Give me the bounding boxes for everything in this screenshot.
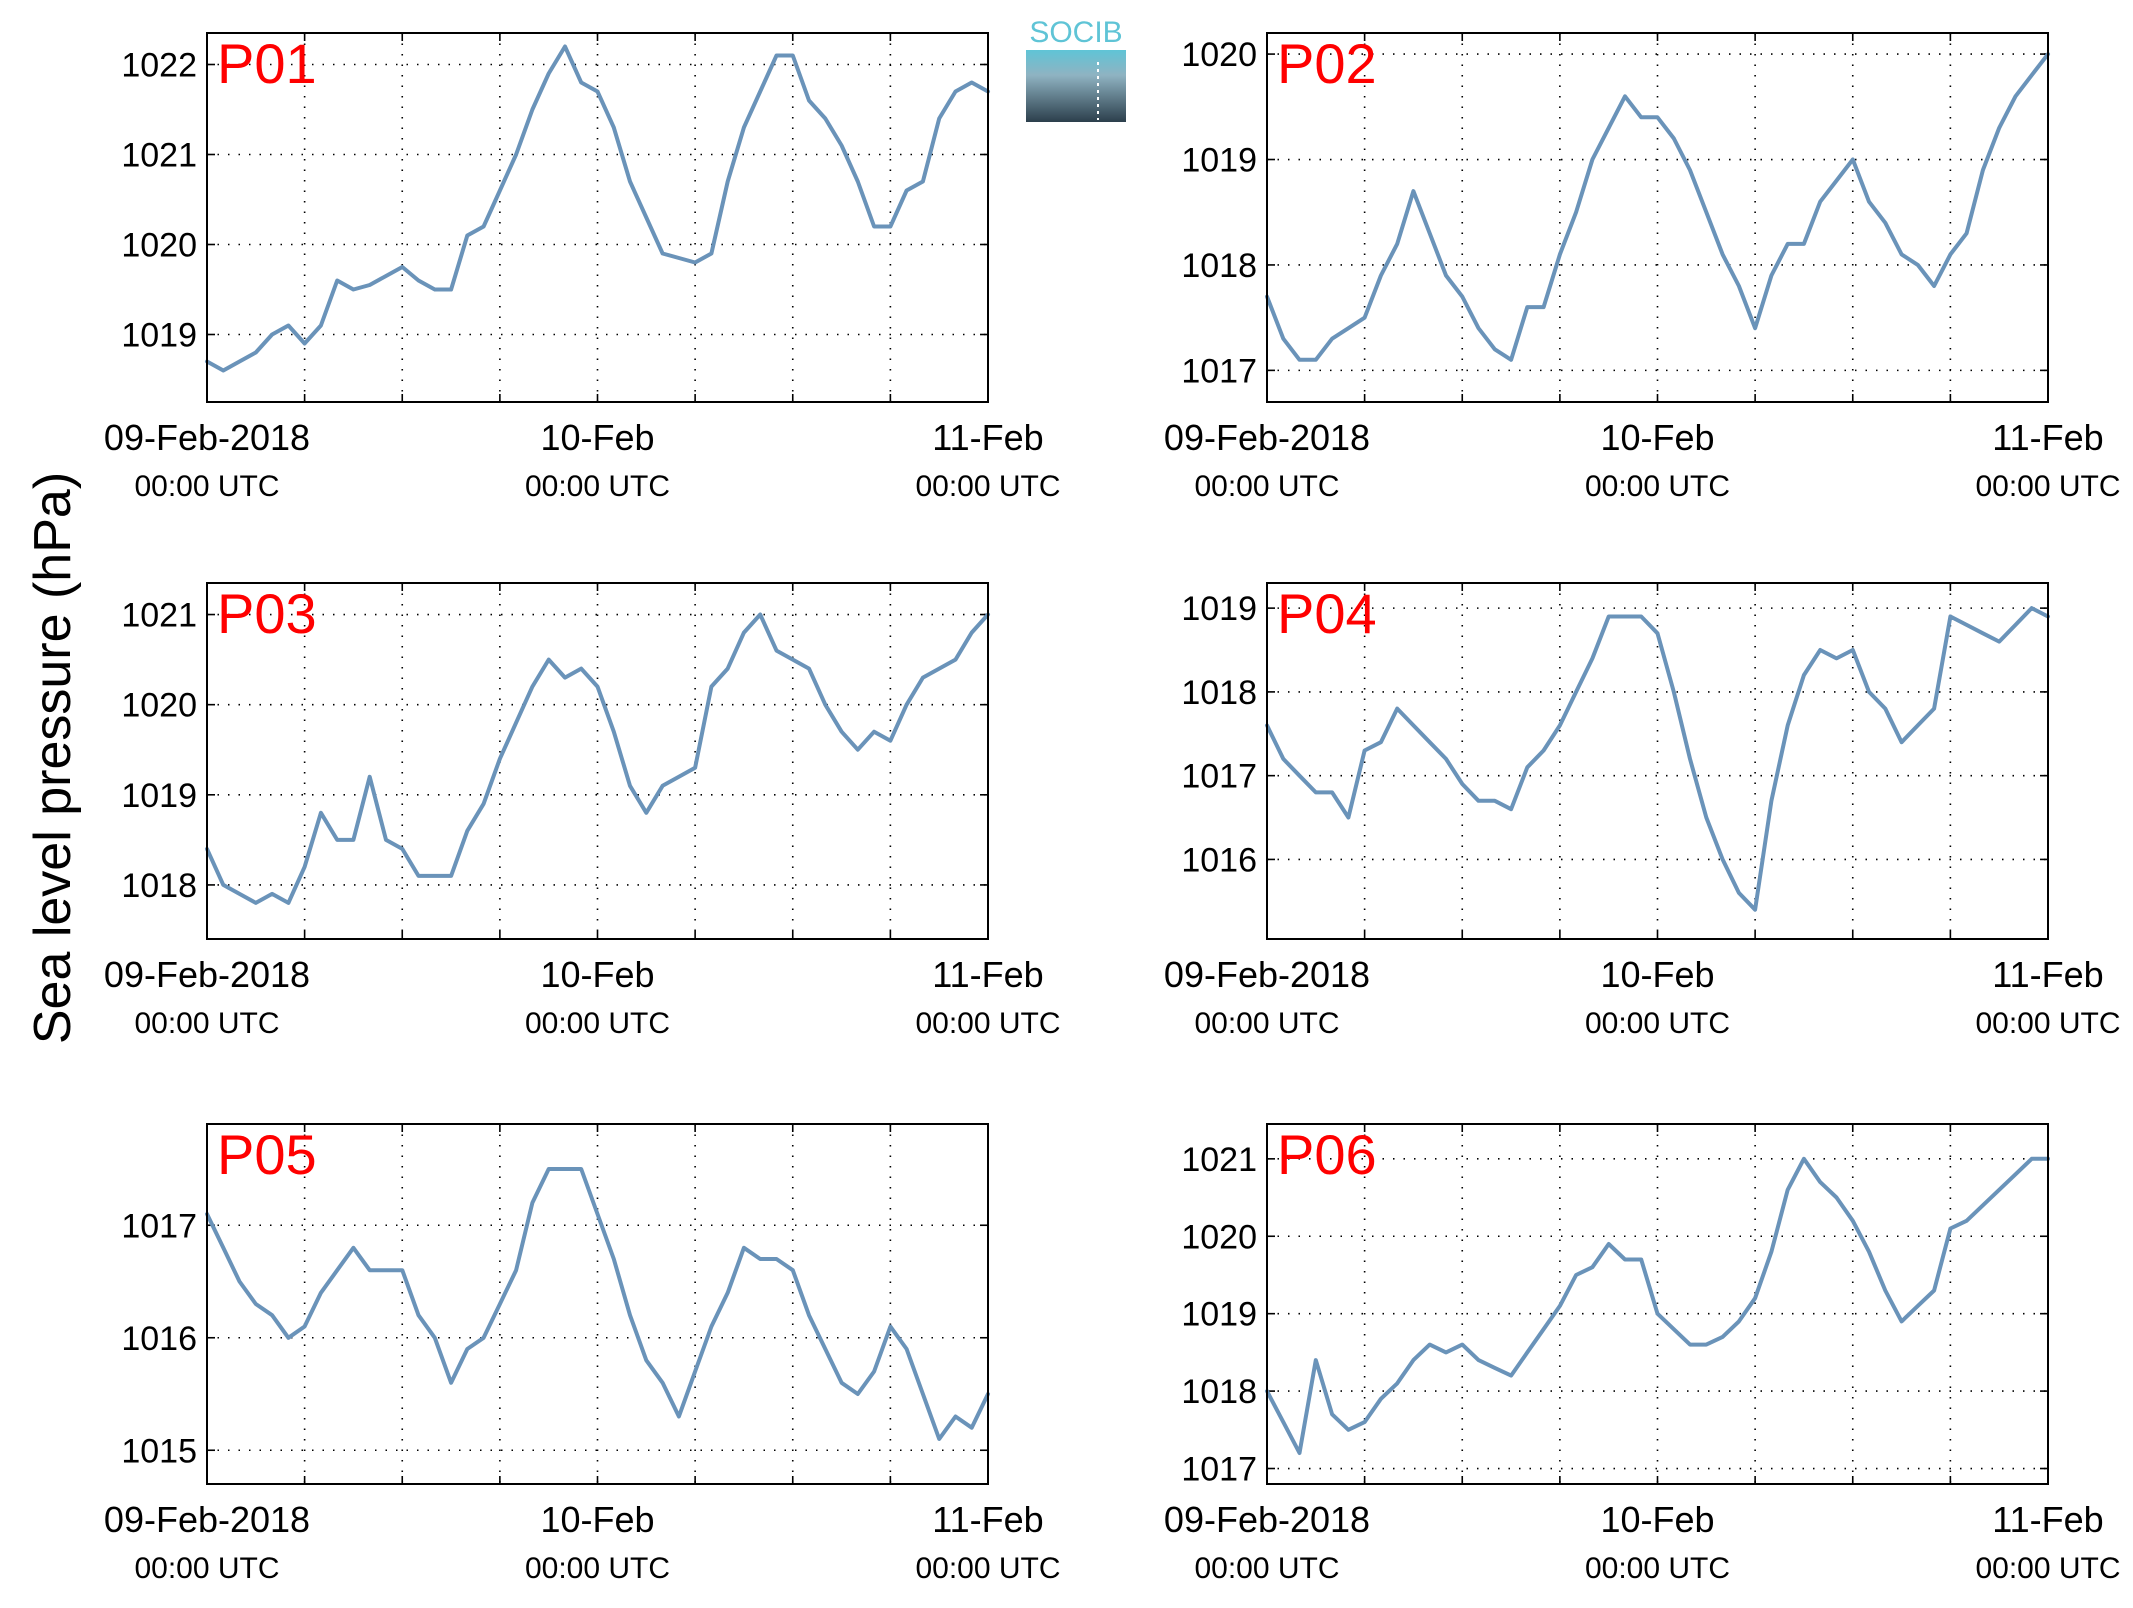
y-axis-label: Sea level pressure (hPa) bbox=[24, 472, 82, 1044]
y-tick-label: 1019 bbox=[121, 317, 197, 355]
x-tick-time-label: 00:00 UTC bbox=[134, 1007, 279, 1040]
x-tick-date-label: 10-Feb bbox=[1600, 1499, 1714, 1540]
x-tick-time-label: 00:00 UTC bbox=[915, 1552, 1060, 1585]
x-tick-time-label: 00:00 UTC bbox=[134, 1552, 279, 1585]
x-tick-time-label: 00:00 UTC bbox=[1975, 1552, 2120, 1585]
y-tick-label: 1018 bbox=[1181, 1373, 1257, 1411]
x-tick-time-label: 00:00 UTC bbox=[525, 1007, 670, 1040]
x-tick-date-label: 11-Feb bbox=[932, 417, 1043, 458]
x-tick-time-label: 00:00 UTC bbox=[525, 1552, 670, 1585]
x-tick-date-label: 11-Feb bbox=[932, 1499, 1043, 1540]
y-tick-label: 1020 bbox=[121, 687, 197, 725]
y-tick-label: 1019 bbox=[1181, 1296, 1257, 1334]
panel-title: P03 bbox=[217, 582, 317, 645]
axes-frame bbox=[206, 582, 989, 940]
socib-logo-text: SOCIB bbox=[1029, 16, 1122, 49]
plot-area bbox=[1267, 583, 2048, 939]
y-tick-label: 1016 bbox=[1181, 841, 1257, 879]
y-tick-label: 1021 bbox=[121, 597, 197, 635]
y-tick-label: 1022 bbox=[121, 47, 197, 85]
series-line bbox=[205, 44, 990, 373]
x-tick-date-label: 09-Feb-2018 bbox=[104, 954, 310, 995]
x-tick-date-label: 09-Feb-2018 bbox=[1164, 954, 1370, 995]
y-tick-label: 1019 bbox=[1181, 590, 1257, 628]
panels: 1019 1020 1021 1022 09-Feb-2018 00:00 UTC 10-F… bbox=[104, 32, 2121, 1585]
series-line bbox=[205, 612, 990, 905]
plot-area bbox=[1267, 33, 2048, 402]
series-line bbox=[1265, 606, 2050, 912]
y-tick-label: 1016 bbox=[121, 1320, 197, 1358]
y-tick-label: 1019 bbox=[1181, 142, 1257, 180]
x-tick-time-label: 00:00 UTC bbox=[1585, 1007, 1730, 1040]
x-tick-time-label: 00:00 UTC bbox=[1975, 1007, 2120, 1040]
axes-frame bbox=[206, 1123, 989, 1485]
x-tick-date-label: 11-Feb bbox=[1992, 1499, 2103, 1540]
x-tick-time-label: 00:00 UTC bbox=[915, 470, 1060, 503]
x-tick-time-label: 00:00 UTC bbox=[1194, 1552, 1339, 1585]
series-line bbox=[1265, 52, 2050, 362]
panel-p01: 1019 1020 1021 1022 09-Feb-2018 00:00 UTC 10-F… bbox=[104, 32, 1061, 503]
x-tick-date-label: 09-Feb-2018 bbox=[104, 1499, 310, 1540]
x-tick-date-label: 09-Feb-2018 bbox=[104, 417, 310, 458]
y-tick-label: 1017 bbox=[1181, 1451, 1257, 1489]
x-tick-time-label: 00:00 UTC bbox=[1194, 470, 1339, 503]
x-tick-date-label: 09-Feb-2018 bbox=[1164, 1499, 1370, 1540]
socib-logo-mark bbox=[1026, 50, 1126, 122]
panel-p05: 1015 1016 1017 09-Feb-2018 00:00 UTC 10-Feb 00… bbox=[104, 1123, 1061, 1585]
socib-logo: SOCIB bbox=[1026, 16, 1126, 122]
panel-title: P02 bbox=[1277, 32, 1377, 95]
plot-area bbox=[207, 583, 988, 939]
axes-frame bbox=[206, 32, 989, 403]
panel-title: P05 bbox=[217, 1123, 317, 1186]
x-tick-date-label: 10-Feb bbox=[1600, 417, 1714, 458]
y-tick-label: 1020 bbox=[121, 227, 197, 265]
panel-p02: 1017 1018 1019 1020 09-Feb-2018 00:00 UTC 10-F… bbox=[1164, 32, 2121, 503]
x-tick-date-label: 11-Feb bbox=[1992, 417, 2103, 458]
x-tick-date-label: 11-Feb bbox=[932, 954, 1043, 995]
y-tick-label: 1018 bbox=[1181, 674, 1257, 712]
y-tick-label: 1015 bbox=[121, 1432, 197, 1470]
x-tick-time-label: 00:00 UTC bbox=[1975, 470, 2120, 503]
x-tick-date-label: 11-Feb bbox=[1992, 954, 2103, 995]
panel-p03: 1018 1019 1020 1021 09-Feb-2018 00:00 UTC 10-F… bbox=[104, 582, 1061, 1040]
x-tick-time-label: 00:00 UTC bbox=[915, 1007, 1060, 1040]
y-tick-label: 1017 bbox=[121, 1207, 197, 1245]
axes-frame bbox=[1266, 32, 2049, 403]
y-tick-label: 1021 bbox=[121, 137, 197, 175]
y-tick-label: 1017 bbox=[1181, 758, 1257, 796]
panel-p06: 1017 1018 1019 1020 1021 09-Feb-2018 00:00 UTC… bbox=[1164, 1123, 2121, 1585]
x-tick-time-label: 00:00 UTC bbox=[1585, 1552, 1730, 1585]
y-tick-label: 1021 bbox=[1181, 1141, 1257, 1179]
x-tick-date-label: 10-Feb bbox=[540, 1499, 654, 1540]
panel-title: P04 bbox=[1277, 582, 1377, 645]
x-tick-date-label: 10-Feb bbox=[540, 954, 654, 995]
y-tick-label: 1018 bbox=[1181, 247, 1257, 285]
y-tick-label: 1020 bbox=[1181, 1218, 1257, 1256]
series-line bbox=[205, 1167, 990, 1441]
y-tick-label: 1017 bbox=[1181, 352, 1257, 390]
panel-p04: 1016 1017 1018 1019 09-Feb-2018 00:00 UTC 10-F… bbox=[1164, 582, 2121, 1040]
y-tick-label: 1018 bbox=[121, 867, 197, 905]
x-tick-time-label: 00:00 UTC bbox=[1194, 1007, 1339, 1040]
x-tick-date-label: 10-Feb bbox=[540, 417, 654, 458]
y-tick-label: 1019 bbox=[121, 777, 197, 815]
series-line bbox=[1265, 1156, 2050, 1455]
x-tick-time-label: 00:00 UTC bbox=[1585, 470, 1730, 503]
x-tick-time-label: 00:00 UTC bbox=[134, 470, 279, 503]
axes-frame bbox=[1266, 1123, 2049, 1485]
axes-frame bbox=[1266, 582, 2049, 940]
x-tick-time-label: 00:00 UTC bbox=[525, 470, 670, 503]
x-tick-date-label: 10-Feb bbox=[1600, 954, 1714, 995]
x-tick-date-label: 09-Feb-2018 bbox=[1164, 417, 1370, 458]
panel-title: P01 bbox=[217, 32, 317, 95]
y-tick-label: 1020 bbox=[1181, 36, 1257, 74]
panel-title: P06 bbox=[1277, 1123, 1377, 1186]
